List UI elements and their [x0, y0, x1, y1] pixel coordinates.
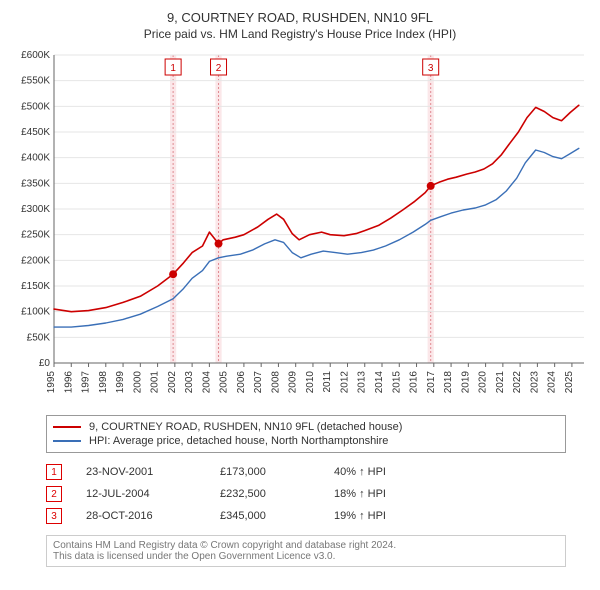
sale-date: 12-JUL-2004 — [86, 488, 196, 500]
svg-text:2019: 2019 — [460, 371, 471, 394]
chart-title: 9, COURTNEY ROAD, RUSHDEN, NN10 9FL — [10, 10, 590, 25]
svg-text:2013: 2013 — [357, 371, 368, 394]
legend-label: HPI: Average price, detached house, Nort… — [89, 435, 388, 447]
svg-text:2000: 2000 — [132, 371, 143, 394]
svg-text:3: 3 — [428, 63, 434, 74]
svg-text:£200K: £200K — [21, 255, 50, 266]
svg-text:2006: 2006 — [236, 371, 247, 394]
svg-text:1995: 1995 — [46, 371, 57, 394]
chart-container: 9, COURTNEY ROAD, RUSHDEN, NN10 9FL Pric… — [0, 0, 600, 577]
svg-text:2007: 2007 — [253, 371, 264, 394]
table-row: 3 28-OCT-2016 £345,000 19% ↑ HPI — [46, 505, 566, 527]
sale-diff: 19% ↑ HPI — [334, 510, 424, 522]
svg-text:2004: 2004 — [201, 371, 212, 394]
sale-price: £345,000 — [220, 510, 310, 522]
sale-date: 28-OCT-2016 — [86, 510, 196, 522]
svg-text:£100K: £100K — [21, 307, 50, 318]
svg-text:2009: 2009 — [288, 371, 299, 394]
svg-text:£500K: £500K — [21, 101, 50, 112]
legend-label: 9, COURTNEY ROAD, RUSHDEN, NN10 9FL (det… — [89, 421, 402, 433]
svg-text:2: 2 — [216, 63, 222, 74]
license-line: Contains HM Land Registry data © Crown c… — [53, 540, 559, 551]
svg-text:1999: 1999 — [115, 371, 126, 394]
legend: 9, COURTNEY ROAD, RUSHDEN, NN10 9FL (det… — [46, 415, 566, 453]
sale-date: 23-NOV-2001 — [86, 466, 196, 478]
svg-text:2015: 2015 — [391, 371, 402, 394]
svg-text:1998: 1998 — [98, 371, 109, 394]
svg-text:£0: £0 — [39, 358, 51, 369]
svg-text:2003: 2003 — [184, 371, 195, 394]
svg-text:£550K: £550K — [21, 76, 50, 87]
svg-text:2018: 2018 — [443, 371, 454, 394]
svg-text:£350K: £350K — [21, 178, 50, 189]
legend-swatch — [53, 440, 81, 442]
sale-diff: 40% ↑ HPI — [334, 466, 424, 478]
svg-text:2024: 2024 — [547, 371, 558, 394]
legend-item: HPI: Average price, detached house, Nort… — [53, 434, 559, 448]
svg-text:2014: 2014 — [374, 371, 385, 394]
sale-price: £232,500 — [220, 488, 310, 500]
legend-swatch — [53, 426, 81, 428]
svg-text:2005: 2005 — [219, 371, 230, 394]
svg-text:£150K: £150K — [21, 281, 50, 292]
svg-text:£450K: £450K — [21, 127, 50, 138]
svg-text:2012: 2012 — [339, 371, 350, 394]
svg-text:2023: 2023 — [529, 371, 540, 394]
svg-text:2008: 2008 — [270, 371, 281, 394]
svg-text:£250K: £250K — [21, 230, 50, 241]
chart-area: £0 £50K £100K £150K £200K £250K £300K £350K £400… — [10, 49, 590, 409]
svg-text:£600K: £600K — [21, 50, 50, 61]
svg-text:£50K: £50K — [27, 332, 51, 343]
chart-svg: £0 £50K £100K £150K £200K £250K £300K £350K £400… — [10, 49, 590, 409]
sale-badge: 2 — [46, 486, 62, 502]
svg-text:2021: 2021 — [495, 371, 506, 394]
svg-text:2022: 2022 — [512, 371, 523, 394]
chart-subtitle: Price paid vs. HM Land Registry's House … — [10, 27, 590, 41]
license-note: Contains HM Land Registry data © Crown c… — [46, 535, 566, 567]
sales-table: 1 23-NOV-2001 £173,000 40% ↑ HPI 2 12-JU… — [46, 461, 566, 527]
table-row: 1 23-NOV-2001 £173,000 40% ↑ HPI — [46, 461, 566, 483]
svg-text:2025: 2025 — [564, 371, 575, 394]
svg-text:2010: 2010 — [305, 371, 316, 394]
svg-text:2001: 2001 — [150, 371, 161, 394]
sale-diff: 18% ↑ HPI — [334, 488, 424, 500]
svg-text:1997: 1997 — [81, 371, 92, 394]
sale-badge: 3 — [46, 508, 62, 524]
svg-text:2017: 2017 — [426, 371, 437, 394]
svg-text:2020: 2020 — [478, 371, 489, 394]
legend-item: 9, COURTNEY ROAD, RUSHDEN, NN10 9FL (det… — [53, 420, 559, 434]
svg-text:1996: 1996 — [63, 371, 74, 394]
sale-price: £173,000 — [220, 466, 310, 478]
table-row: 2 12-JUL-2004 £232,500 18% ↑ HPI — [46, 483, 566, 505]
svg-text:£300K: £300K — [21, 204, 50, 215]
sale-badge: 1 — [46, 464, 62, 480]
svg-text:2011: 2011 — [322, 371, 333, 393]
svg-text:1: 1 — [170, 63, 176, 74]
license-line: This data is licensed under the Open Gov… — [53, 551, 559, 562]
svg-text:2016: 2016 — [409, 371, 420, 394]
svg-text:£400K: £400K — [21, 153, 50, 164]
svg-text:2002: 2002 — [167, 371, 178, 394]
